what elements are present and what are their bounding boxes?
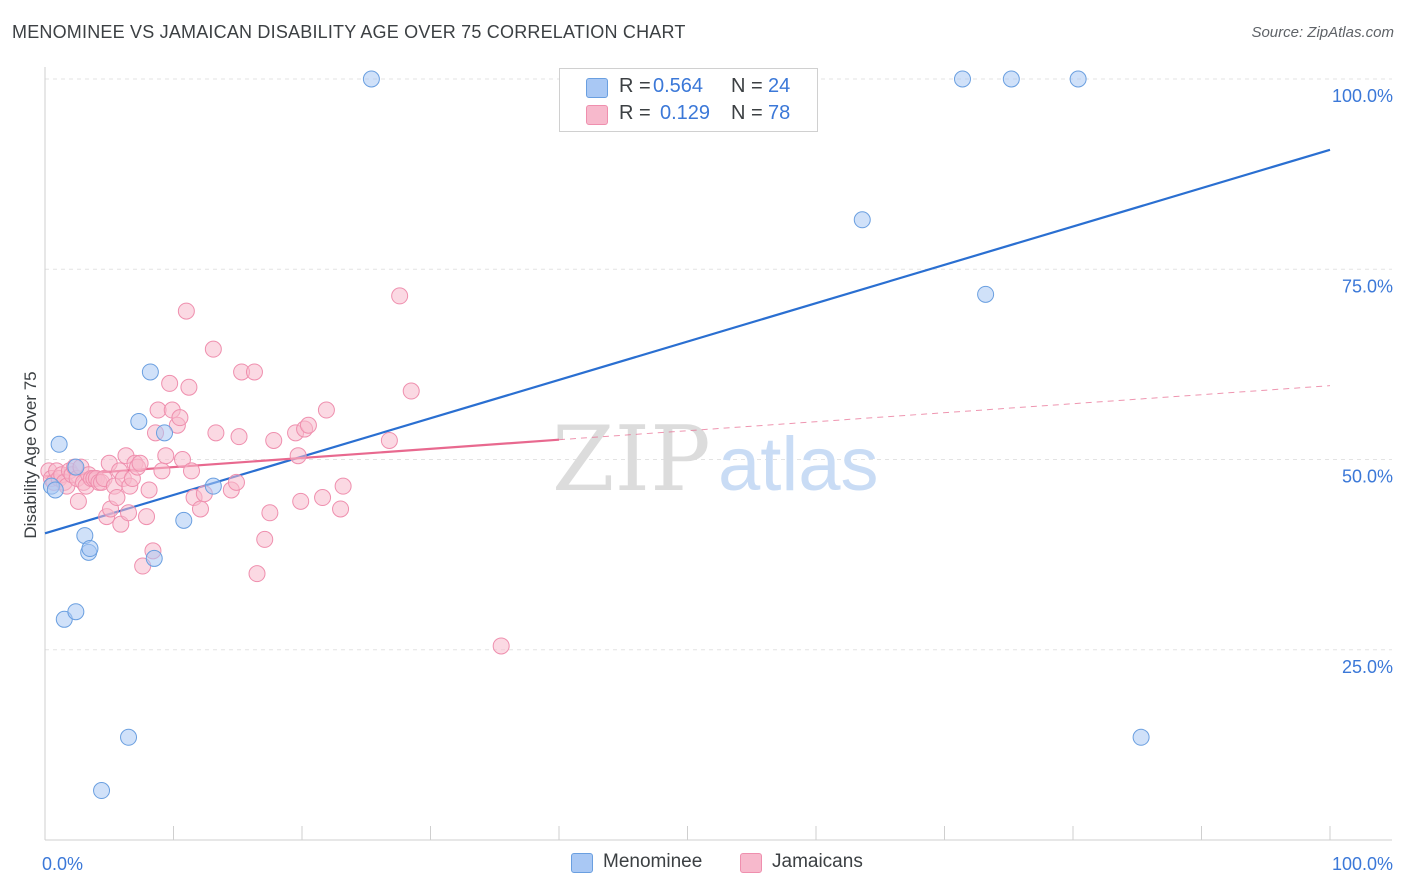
menominee-legend-swatch <box>571 853 593 873</box>
legend-r-label: R = <box>619 75 651 97</box>
watermark: ZIP atlas <box>552 407 879 512</box>
jamaicans-point <box>317 401 335 419</box>
jamaicans-point <box>149 401 167 419</box>
grid-lines <box>45 78 1392 651</box>
jamaicans-point <box>256 530 274 548</box>
jamaicans-point <box>140 481 158 499</box>
menominee-point <box>853 211 871 229</box>
legend-n-label: N = <box>731 102 763 124</box>
menominee-point <box>145 549 163 567</box>
menominee-point <box>120 728 138 746</box>
jamaicans-point <box>207 424 225 442</box>
jamaicans-swatch <box>586 105 608 125</box>
jamaicans-point <box>314 489 332 507</box>
y-axis-label: Disability Age Over 75 <box>21 371 40 538</box>
menominee-swatch <box>586 78 608 98</box>
legend-n-label: N = <box>731 75 763 97</box>
jamaicans-point <box>230 428 248 446</box>
jamaicans-point <box>380 431 398 449</box>
menominee-trend-line <box>44 148 1331 535</box>
menominee-point <box>93 782 111 800</box>
menominee-point <box>156 424 174 442</box>
jamaicans-legend-swatch <box>740 853 762 873</box>
x-tick-label: 100.0% <box>1332 854 1393 874</box>
jamaicans-point <box>299 416 317 434</box>
jamaicans-trend-extension <box>558 385 1331 441</box>
jamaicans-r-value: 0.129 <box>660 102 711 124</box>
menominee-point <box>953 70 971 88</box>
legend-r-label: R = <box>619 102 651 124</box>
menominee-point <box>67 603 85 621</box>
y-tick-label: 25.0% <box>1342 657 1393 677</box>
jamaicans-legend-label: Jamaicans <box>772 851 863 872</box>
jamaicans-point <box>248 565 266 583</box>
jamaicans-point <box>131 454 149 472</box>
jamaicans-point <box>161 374 179 392</box>
menominee-point <box>1069 70 1087 88</box>
watermark-atlas: atlas <box>718 422 879 507</box>
correlation-legend: R = 0.564 N = 24 R = 0.129 N = 78 <box>559 68 818 132</box>
menominee-r-value: 0.564 <box>653 75 704 97</box>
jamaicans-points <box>40 287 510 655</box>
menominee-point <box>81 540 99 558</box>
jamaicans-point <box>177 302 195 320</box>
jamaicans-point <box>191 500 209 518</box>
jamaicans-point <box>245 363 263 381</box>
jamaicans-point <box>153 462 171 480</box>
jamaicans-point <box>289 447 307 465</box>
jamaicans-point <box>108 489 126 507</box>
jamaicans-point <box>391 287 409 305</box>
jamaicans-point <box>292 492 310 510</box>
menominee-point <box>1002 70 1020 88</box>
menominee-legend-label: Menominee <box>603 851 703 872</box>
jamaicans-point <box>171 409 189 427</box>
jamaicans-n-value: 78 <box>768 102 791 124</box>
menominee-point <box>175 511 193 529</box>
chart-title: MENOMINEE VS JAMAICAN DISABILITY AGE OVE… <box>12 22 686 42</box>
jamaicans-point <box>173 451 191 468</box>
jamaicans-point <box>204 340 222 358</box>
jamaicans-point <box>138 508 156 526</box>
jamaicans-point <box>157 447 175 465</box>
menominee-n-value: 24 <box>768 75 791 97</box>
jamaicans-point <box>180 378 198 396</box>
y-tick-label: 100.0% <box>1332 86 1393 106</box>
menominee-point <box>46 481 64 499</box>
menominee-point <box>977 285 995 303</box>
source-label: Source: ZipAtlas.com <box>1251 24 1394 41</box>
jamaicans-point <box>261 504 279 522</box>
jamaicans-point <box>332 500 350 518</box>
watermark-zip: ZIP <box>552 407 711 512</box>
jamaicans-point <box>334 477 352 495</box>
y-tick-label: 75.0% <box>1342 276 1393 296</box>
menominee-point <box>204 477 222 495</box>
menominee-point <box>130 412 148 430</box>
menominee-point <box>141 363 159 381</box>
menominee-point <box>362 70 380 88</box>
jamaicans-point <box>120 504 138 522</box>
tick-labels: 25.0% 50.0% 75.0% 100.0% 0.0% 100.0% <box>42 86 1393 874</box>
y-tick-label: 50.0% <box>1342 467 1393 487</box>
jamaicans-point <box>492 637 510 655</box>
jamaicans-point <box>69 492 87 510</box>
menominee-point <box>50 435 68 453</box>
jamaicans-point <box>227 473 245 491</box>
menominee-points <box>42 70 1150 800</box>
menominee-point <box>1132 728 1150 746</box>
jamaicans-point <box>265 431 283 449</box>
jamaicans-point <box>182 462 200 480</box>
jamaicans-point <box>402 382 420 400</box>
menominee-point <box>67 458 85 476</box>
axes <box>44 67 1392 841</box>
x-tick-label: 0.0% <box>42 854 83 874</box>
